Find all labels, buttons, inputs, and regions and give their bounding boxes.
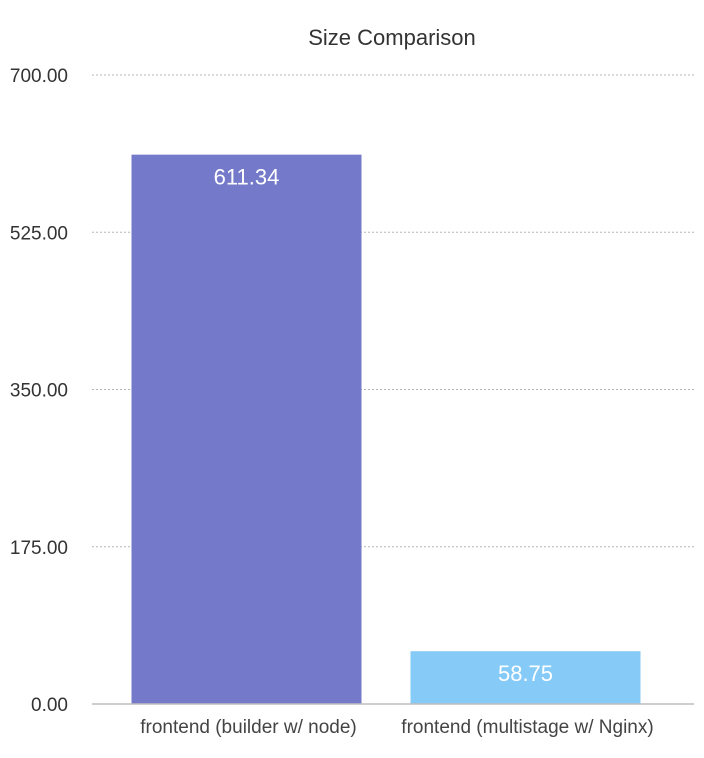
chart-title: Size Comparison xyxy=(308,25,476,50)
y-tick-label: 525.00 xyxy=(10,223,68,244)
bar xyxy=(410,651,641,704)
data-label: 58.75 xyxy=(498,661,553,686)
data-label: 611.34 xyxy=(214,165,280,190)
y-axis-ticks: 0.00 175.00 350.00 525.00 700.00 xyxy=(10,66,68,716)
bars xyxy=(131,154,641,704)
bar xyxy=(131,154,362,704)
y-tick-label: 0.00 xyxy=(31,695,68,716)
y-tick-label: 700.00 xyxy=(10,66,68,87)
y-tick-label: 350.00 xyxy=(10,381,68,402)
data-labels: 611.34 58.75 xyxy=(214,165,553,687)
y-tick-label: 175.00 xyxy=(10,538,68,559)
x-tick-label: frontend (multistage w/ Nginx) xyxy=(401,717,653,738)
x-tick-label: frontend (builder w/ node) xyxy=(140,717,357,738)
x-axis-ticks: frontend (builder w/ node) frontend (mult… xyxy=(140,717,653,738)
